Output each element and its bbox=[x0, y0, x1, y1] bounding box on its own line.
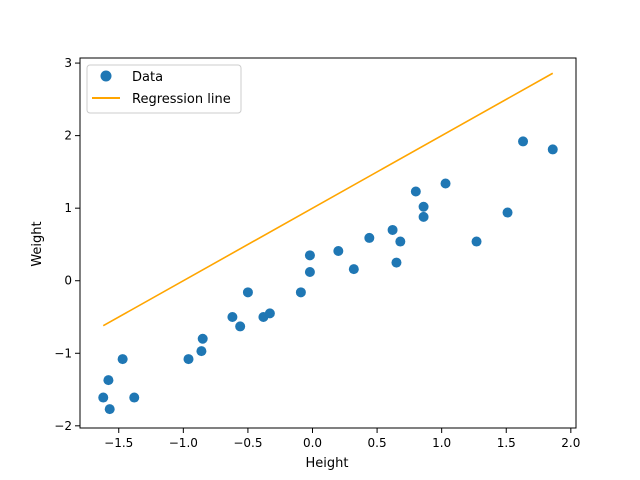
y-axis-label: Weight bbox=[30, 221, 45, 266]
data-point bbox=[242, 287, 253, 298]
y-tick-label: 3 bbox=[64, 56, 72, 70]
data-point bbox=[98, 392, 109, 403]
data-point bbox=[104, 404, 115, 415]
data-point bbox=[117, 354, 128, 365]
x-tick-label: −0.5 bbox=[233, 436, 262, 450]
plot-background bbox=[80, 58, 576, 428]
data-point bbox=[518, 136, 529, 147]
axes: −1.5 −1.0 −0.5 0.0 0.5 1.0 1.5 2.0 −2 −1 0 1 2 3 bbox=[54, 56, 580, 450]
data-point bbox=[183, 354, 194, 365]
data-point bbox=[227, 312, 238, 322]
x-tick-label: −1.0 bbox=[169, 436, 198, 450]
x-tick-label: 0.5 bbox=[368, 436, 387, 450]
legend-data-label: Data bbox=[132, 70, 163, 85]
data-point bbox=[304, 267, 315, 278]
data-point bbox=[471, 236, 482, 247]
data-point bbox=[364, 232, 375, 243]
x-tick-label: 1.0 bbox=[432, 436, 451, 450]
regression-line bbox=[102, 72, 554, 327]
y-tick-label: 2 bbox=[64, 129, 72, 143]
legend: Data Regression line bbox=[86, 64, 242, 114]
x-tick-label: 2.0 bbox=[561, 436, 580, 450]
data-series-layer bbox=[98, 72, 558, 415]
data-point bbox=[197, 333, 208, 344]
data-point bbox=[196, 346, 207, 357]
data-point bbox=[103, 375, 114, 386]
plot-frame bbox=[79, 57, 577, 429]
y-tick-label: 1 bbox=[64, 201, 72, 215]
data-point bbox=[304, 250, 315, 261]
data-point bbox=[129, 392, 140, 403]
data-point bbox=[235, 321, 246, 332]
legend-data-marker bbox=[100, 70, 112, 82]
data-point bbox=[348, 264, 359, 275]
y-tick-label: −2 bbox=[54, 419, 72, 433]
data-point bbox=[410, 186, 421, 197]
data-point bbox=[440, 178, 451, 189]
legend-box bbox=[86, 64, 242, 114]
x-tick-label: 1.5 bbox=[497, 436, 516, 450]
data-point bbox=[264, 308, 275, 319]
x-axis-label: Height bbox=[306, 456, 349, 471]
y-tick-label: −1 bbox=[54, 346, 72, 360]
x-tick-label: 0.0 bbox=[303, 436, 322, 450]
data-point bbox=[391, 257, 402, 268]
data-point bbox=[547, 144, 558, 155]
data-point bbox=[502, 207, 513, 218]
data-point bbox=[418, 211, 429, 222]
data-point bbox=[333, 245, 344, 256]
data-point bbox=[387, 224, 398, 235]
legend-regression-label: Regression line bbox=[132, 92, 231, 107]
x-tick-label: −1.5 bbox=[104, 436, 133, 450]
plot-area bbox=[80, 58, 576, 428]
data-point bbox=[295, 287, 306, 298]
y-tick-label: 0 bbox=[64, 274, 72, 288]
data-point bbox=[395, 236, 406, 247]
data-point bbox=[418, 201, 429, 212]
